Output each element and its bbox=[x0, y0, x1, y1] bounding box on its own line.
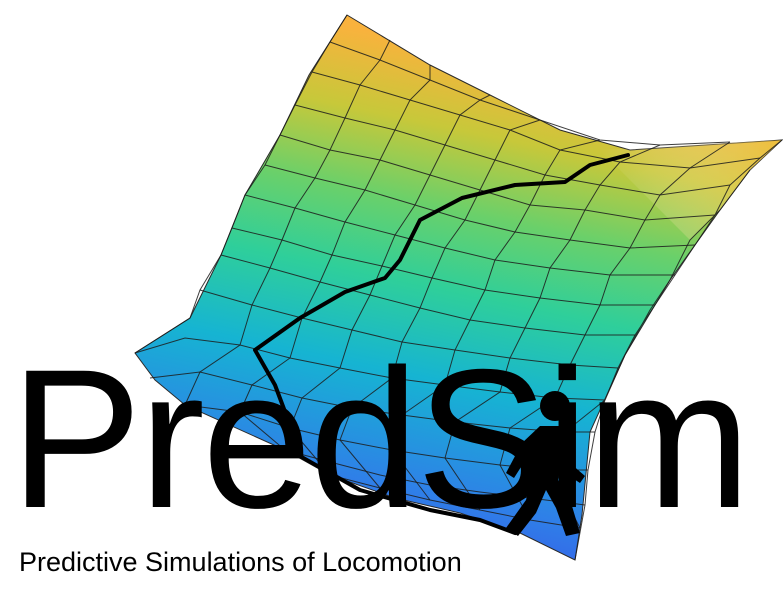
wordmark: PredSim bbox=[10, 328, 751, 549]
tagline: Predictive Simulations of Locomotion bbox=[19, 547, 462, 577]
walking-person-icon bbox=[506, 391, 585, 536]
optimization-path-icon bbox=[253, 153, 630, 535]
